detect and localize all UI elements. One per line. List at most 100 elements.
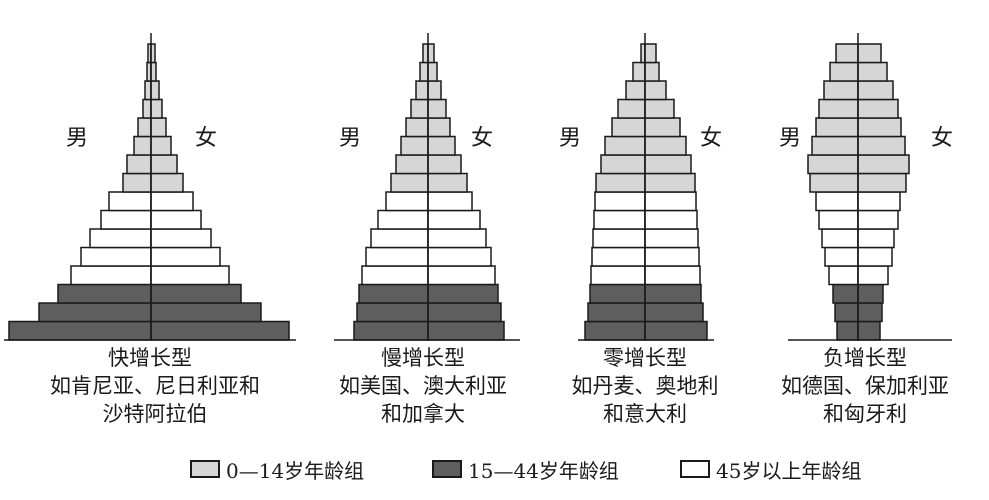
- bar-male-row-10: [400, 135, 429, 156]
- caption-zero-growth: 零增长型: [565, 344, 725, 372]
- bar-female-row-0: [427, 320, 505, 341]
- bar-female-row-9: [857, 154, 910, 175]
- examples-line-2: 和匈牙利: [823, 402, 907, 426]
- bar-female-row-15: [427, 43, 435, 64]
- bar-male-row-12: [410, 98, 429, 119]
- legend-swatch-light-gray: [190, 460, 220, 478]
- bar-male-row-13: [144, 80, 152, 101]
- bar-female-row-11: [150, 117, 167, 138]
- bar-male-row-11: [137, 117, 152, 138]
- bar-female-row-14: [644, 61, 660, 82]
- bar-male-row-3: [828, 265, 859, 286]
- male-label: 男: [559, 126, 581, 151]
- bar-female-row-3: [644, 265, 701, 286]
- legend-item-0-14: 0—14岁年龄组: [190, 454, 364, 484]
- bar-female-row-13: [857, 80, 894, 101]
- bar-male-row-2: [57, 283, 152, 304]
- legend-item-45-plus: 45岁以上年龄组: [680, 454, 861, 484]
- bar-male-row-14: [829, 61, 859, 82]
- pyramid-title-rapid: 快增长型: [108, 346, 192, 370]
- bar-male-row-13: [823, 80, 859, 101]
- bar-female-row-6: [644, 209, 698, 230]
- bar-female-row-15: [857, 43, 882, 64]
- examples-line-2: 和意大利: [603, 402, 687, 426]
- caption-slow-growth: 慢增长型: [343, 344, 503, 372]
- bar-female-row-7: [150, 191, 194, 212]
- bar-male-row-8: [809, 172, 859, 193]
- female-label: 女: [931, 126, 953, 151]
- bar-female-row-9: [427, 154, 462, 175]
- bar-male-row-12: [818, 98, 859, 119]
- bar-female-row-12: [427, 98, 447, 119]
- bar-female-row-3: [150, 265, 230, 286]
- bar-female-row-5: [150, 228, 212, 249]
- bar-male-row-12: [142, 98, 152, 119]
- bar-female-row-3: [427, 265, 496, 286]
- bar-male-row-5: [821, 228, 859, 249]
- bar-male-row-9: [395, 154, 429, 175]
- bar-female-row-10: [427, 135, 456, 156]
- examples-line-2: 沙特阿拉伯: [102, 402, 208, 426]
- bar-male-row-7: [815, 191, 859, 212]
- bar-male-row-8: [595, 172, 646, 193]
- bar-male-row-10: [133, 135, 152, 156]
- bar-female-row-4: [427, 246, 492, 267]
- bar-male-row-11: [405, 117, 429, 138]
- bar-male-row-6: [818, 209, 859, 230]
- bar-female-row-3: [857, 265, 889, 286]
- caption-negative-growth: 负增长型: [785, 344, 945, 372]
- bar-female-row-5: [857, 228, 895, 249]
- bar-male-row-0: [353, 320, 429, 341]
- bar-male-row-7: [594, 191, 646, 212]
- bar-male-row-9: [807, 154, 859, 175]
- bar-male-row-1: [834, 302, 859, 323]
- bar-female-row-1: [427, 302, 502, 323]
- caption-negative-examples: 如德国、保加利亚 和匈牙利: [760, 372, 970, 428]
- bar-female-row-6: [150, 209, 202, 230]
- bar-male-row-14: [419, 61, 429, 82]
- pyramid-title-zero: 零增长型: [603, 346, 687, 370]
- bar-female-row-2: [857, 283, 884, 304]
- bar-female-row-1: [150, 302, 262, 323]
- bar-male-row-7: [385, 191, 429, 212]
- bar-male-row-1: [38, 302, 152, 323]
- bar-male-row-0: [584, 320, 646, 341]
- bar-male-row-9: [600, 154, 646, 175]
- bar-female-row-9: [150, 154, 178, 175]
- bar-female-row-13: [644, 80, 667, 101]
- bar-male-row-12: [617, 98, 646, 119]
- bar-female-row-4: [644, 246, 700, 267]
- bar-female-row-10: [150, 135, 172, 156]
- female-label: 女: [700, 126, 722, 151]
- bar-male-row-11: [815, 117, 859, 138]
- bar-female-row-10: [857, 135, 906, 156]
- caption-slow-examples: 如美国、澳大利亚 和加拿大: [318, 372, 528, 428]
- bar-male-row-3: [70, 265, 152, 286]
- bar-male-row-5: [370, 228, 429, 249]
- bar-male-row-10: [604, 135, 646, 156]
- bar-female-row-11: [857, 117, 902, 138]
- examples-line-1: 如丹麦、奥地利: [571, 374, 719, 398]
- bar-male-row-10: [811, 135, 859, 156]
- legend-item-15-44: 15—44岁年龄组: [432, 454, 619, 484]
- examples-line-1: 如肯尼亚、尼日利亚和: [50, 374, 260, 398]
- bar-male-row-13: [415, 80, 429, 101]
- bar-female-row-9: [644, 154, 692, 175]
- bar-female-row-6: [427, 209, 481, 230]
- bar-male-row-8: [390, 172, 429, 193]
- pyramid-title-slow: 慢增长型: [381, 346, 465, 370]
- caption-zero-examples: 如丹麦、奥地利 和意大利: [545, 372, 745, 428]
- bar-male-row-15: [835, 43, 859, 64]
- bar-male-row-2: [589, 283, 646, 304]
- female-label: 女: [195, 126, 217, 151]
- bar-female-row-8: [427, 172, 468, 193]
- bar-male-row-3: [361, 265, 429, 286]
- male-label: 男: [66, 126, 88, 151]
- examples-line-2: 和加拿大: [381, 402, 465, 426]
- bar-male-row-2: [832, 283, 859, 304]
- bar-female-row-13: [427, 80, 442, 101]
- bar-female-row-10: [644, 135, 687, 156]
- bar-female-row-7: [427, 191, 473, 212]
- bar-female-row-6: [857, 209, 899, 230]
- examples-line-1: 如美国、澳大利亚: [339, 374, 507, 398]
